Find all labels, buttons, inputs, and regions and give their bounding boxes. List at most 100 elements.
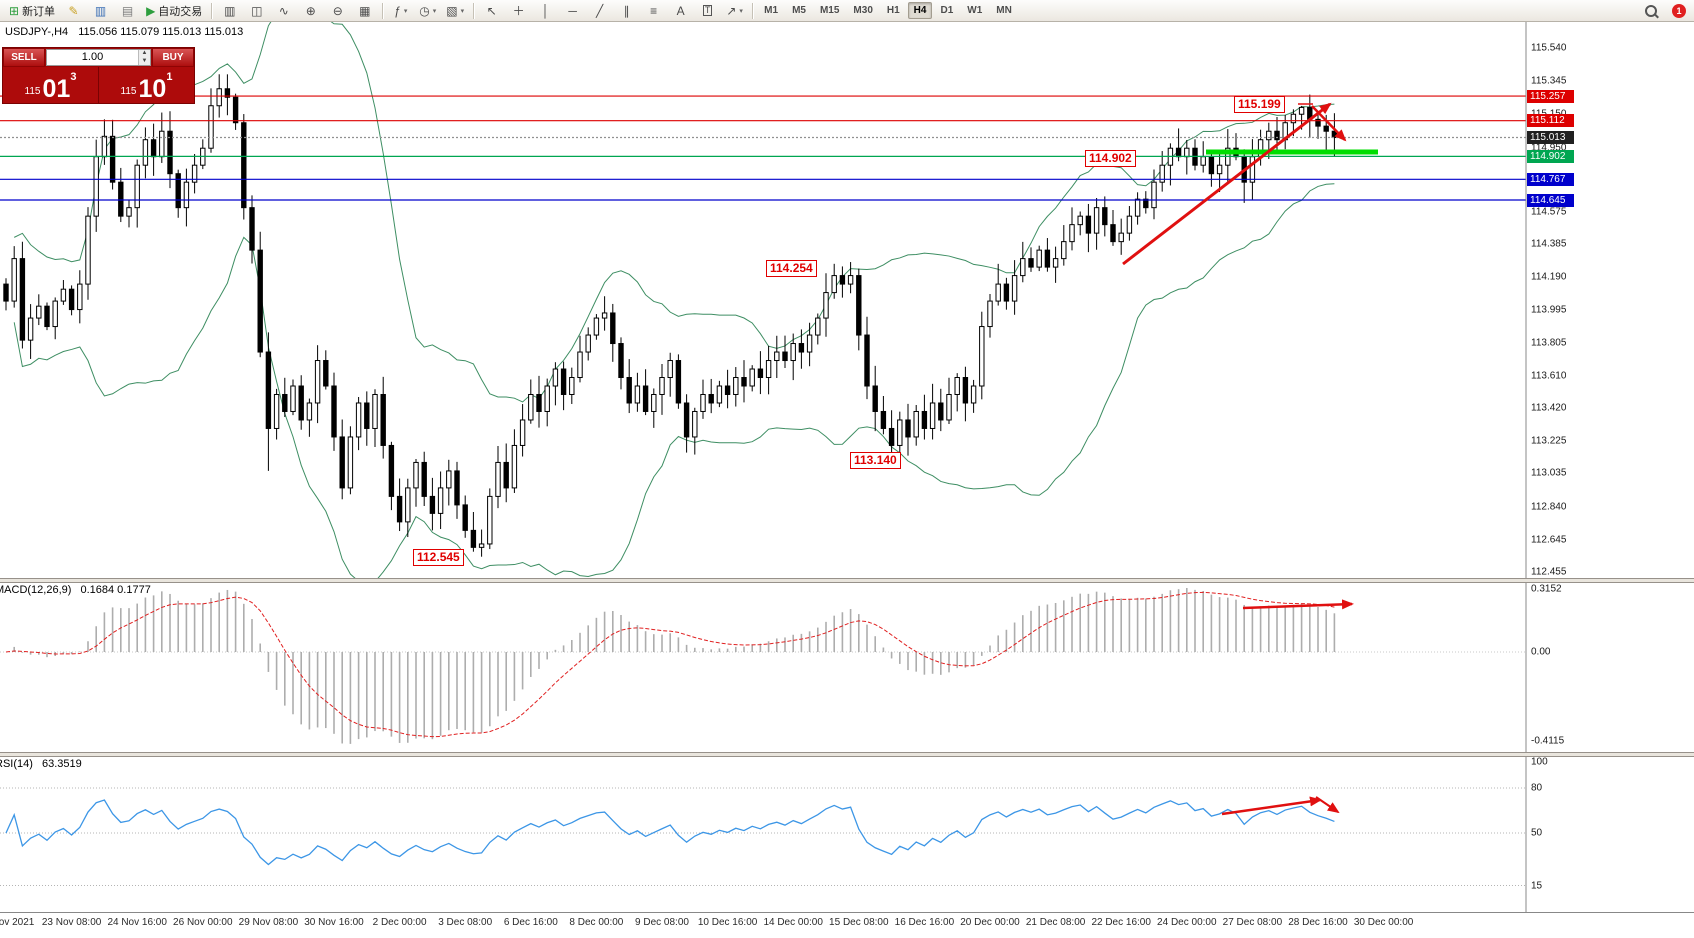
date-tick-label: 9 Dec 08:00	[635, 917, 689, 928]
crosshair-icon: ＋	[512, 3, 525, 18]
indicators-button[interactable]: ƒ ▾	[388, 1, 413, 21]
timeframe-w1-button[interactable]: W1	[967, 5, 983, 16]
timeframe-h4-button[interactable]: H4	[907, 2, 933, 19]
date-tick-label: 6 Dec 16:00	[503, 917, 558, 928]
price-tick-label: 113.805	[1531, 337, 1567, 349]
candlestick-chart-button[interactable]: ◫	[244, 1, 269, 21]
new-order-button[interactable]: ⊞ 新订单	[5, 1, 59, 21]
timeframe-mn-button[interactable]: MN	[996, 5, 1012, 16]
macd-axis-label: 0.00	[1531, 646, 1551, 658]
text-label-button[interactable]: T	[695, 1, 720, 21]
timeframe-d1-button[interactable]: D1	[940, 5, 954, 16]
zoom-in-button[interactable]: ⊕	[298, 1, 323, 21]
panel-splitter[interactable]	[0, 752, 1694, 757]
crosshair-button[interactable]: ＋	[506, 1, 531, 21]
date-tick-label: 14 Dec 00:00	[763, 917, 823, 928]
cursor-icon: ↖	[486, 3, 497, 18]
symbol-timeframe-label: USDJPY-,H4	[5, 26, 69, 38]
price-tick-label: 112.840	[1531, 501, 1567, 513]
line-chart-button[interactable]: ∿	[271, 1, 296, 21]
date-tick-label: 2 Dec 00:00	[372, 917, 427, 928]
macd-axis-label: 0.3152	[1531, 583, 1562, 595]
price-tick-label: 113.420	[1531, 402, 1567, 414]
toolbar: ⊞ 新订单 ✎ ▥ ▤ ▶ 自动交易 ▥ ◫ ∿ ⊕ ⊖ ▦ ƒ ▾ ◷ ▾ ▧ ▾ ↖ ＋ │ ─ ╱ ∥ ≡ A T ↗ ▾ M1 M5 M…	[0, 0, 1694, 22]
bar-chart-button[interactable]: ▥	[217, 1, 242, 21]
tile-windows-button[interactable]: ▦	[352, 1, 377, 21]
price-annotation[interactable]: 114.902	[1085, 150, 1136, 167]
price-annotation[interactable]: 112.545	[413, 549, 464, 566]
date-tick-label: 8 Dec 00:00	[569, 917, 624, 928]
templates-button[interactable]: ▧ ▾	[442, 1, 468, 21]
templates-icon: ▧	[446, 3, 458, 18]
price-tick-label: 114.190	[1531, 271, 1567, 283]
date-tick-label: 3 Dec 08:00	[438, 917, 493, 928]
toolbar-separator	[473, 2, 475, 19]
volume-decrease-button[interactable]: ▼	[139, 57, 150, 65]
toolbar-right: 1	[1637, 1, 1686, 21]
fibonacci-button[interactable]: ≡	[641, 1, 666, 21]
search-icon	[1644, 4, 1657, 17]
price-badge: 115.257	[1527, 89, 1574, 103]
ask-big-digits: 10	[138, 75, 167, 103]
panel-splitter[interactable]	[0, 578, 1694, 583]
timeframe-h1-button[interactable]: H1	[886, 5, 900, 16]
volume-increase-button[interactable]: ▲	[139, 50, 150, 58]
price-annotation[interactable]: 113.140	[850, 452, 901, 469]
autotrading-button-label: 自动交易	[158, 5, 203, 18]
bid-big-digits: 01	[42, 75, 71, 103]
cursor-button[interactable]: ↖	[479, 1, 504, 21]
periods-icon: ◷	[419, 3, 430, 18]
timeframe-m15-button[interactable]: M15	[819, 5, 840, 16]
zoom-out-icon: ⊖	[332, 3, 343, 18]
autotrading-button[interactable]: ▶ 自动交易	[142, 1, 206, 21]
volume-field[interactable]: 1.00 ▲ ▼	[46, 49, 151, 66]
rsi-axis-label: 80	[1531, 782, 1543, 794]
macd-indicator-label: MACD(12,26,9) 0.1684 0.1777	[0, 584, 151, 596]
ask-price[interactable]: 115 10 1	[99, 67, 194, 103]
chevron-down-icon: ▾	[432, 7, 437, 15]
price-annotation[interactable]: 115.199	[1234, 96, 1285, 113]
search-button[interactable]	[1638, 1, 1663, 21]
notification-badge[interactable]: 1	[1672, 3, 1686, 18]
bar-chart-icon: ▥	[224, 3, 236, 18]
new-chart-button[interactable]: ▥	[88, 1, 113, 21]
date-tick-label: 27 Dec 08:00	[1222, 917, 1283, 928]
timeframe-m5-button[interactable]: M5	[792, 5, 806, 16]
price-badge: 115.013	[1527, 131, 1574, 144]
date-tick-label: 24 Dec 00:00	[1157, 917, 1217, 928]
one-click-prices: 115 01 3 115 10 1	[3, 67, 194, 103]
one-click-header: SELL 1.00 ▲ ▼ BUY	[3, 48, 194, 67]
profiles-button[interactable]: ▤	[115, 1, 140, 21]
price-tick-label: 115.540	[1531, 42, 1567, 54]
arrows-button[interactable]: ↗ ▾	[722, 1, 747, 21]
vertical-line-button[interactable]: │	[533, 1, 558, 21]
fibonacci-icon: ≡	[650, 3, 658, 18]
price-tick-label: 113.610	[1531, 370, 1567, 382]
price-axis[interactable]: 115.540115.345115.150114.950114.760114.5…	[1527, 22, 1694, 912]
trendline-button[interactable]: ╱	[587, 1, 612, 21]
volume-stepper: ▲ ▼	[138, 50, 150, 65]
bid-pip-digit: 3	[70, 71, 77, 83]
timeframe-m1-button[interactable]: M1	[764, 5, 779, 16]
horizontal-line-button[interactable]: ─	[560, 1, 585, 21]
date-tick-label: 15 Dec 08:00	[829, 917, 889, 928]
timeframe-m30-button[interactable]: M30	[853, 5, 873, 16]
date-tick-label: 16 Dec 16:00	[894, 917, 955, 928]
ask-pip-digit: 1	[166, 71, 173, 83]
zoom-out-button[interactable]: ⊖	[325, 1, 350, 21]
arrows-icon: ↗	[726, 3, 737, 18]
metaeditor-button[interactable]: ✎	[61, 1, 86, 21]
one-click-trading-panel: SELL 1.00 ▲ ▼ BUY 115 01 3 115 10 1	[2, 47, 195, 104]
date-axis[interactable]: 22 Nov 2021 23 Nov 08:00 24 Nov 16:00 26 No…	[0, 912, 1694, 938]
text-button[interactable]: A	[668, 1, 693, 21]
periods-button[interactable]: ◷ ▾	[415, 1, 440, 21]
bid-price[interactable]: 115 01 3	[3, 67, 98, 103]
buy-button[interactable]: BUY	[152, 48, 194, 67]
date-tick-label: 23 Nov 08:00	[41, 917, 102, 928]
channel-button[interactable]: ∥	[614, 1, 639, 21]
sell-button[interactable]: SELL	[3, 48, 45, 67]
candlestick-chart-icon: ◫	[251, 3, 263, 18]
price-annotation[interactable]: 114.254	[766, 260, 817, 277]
